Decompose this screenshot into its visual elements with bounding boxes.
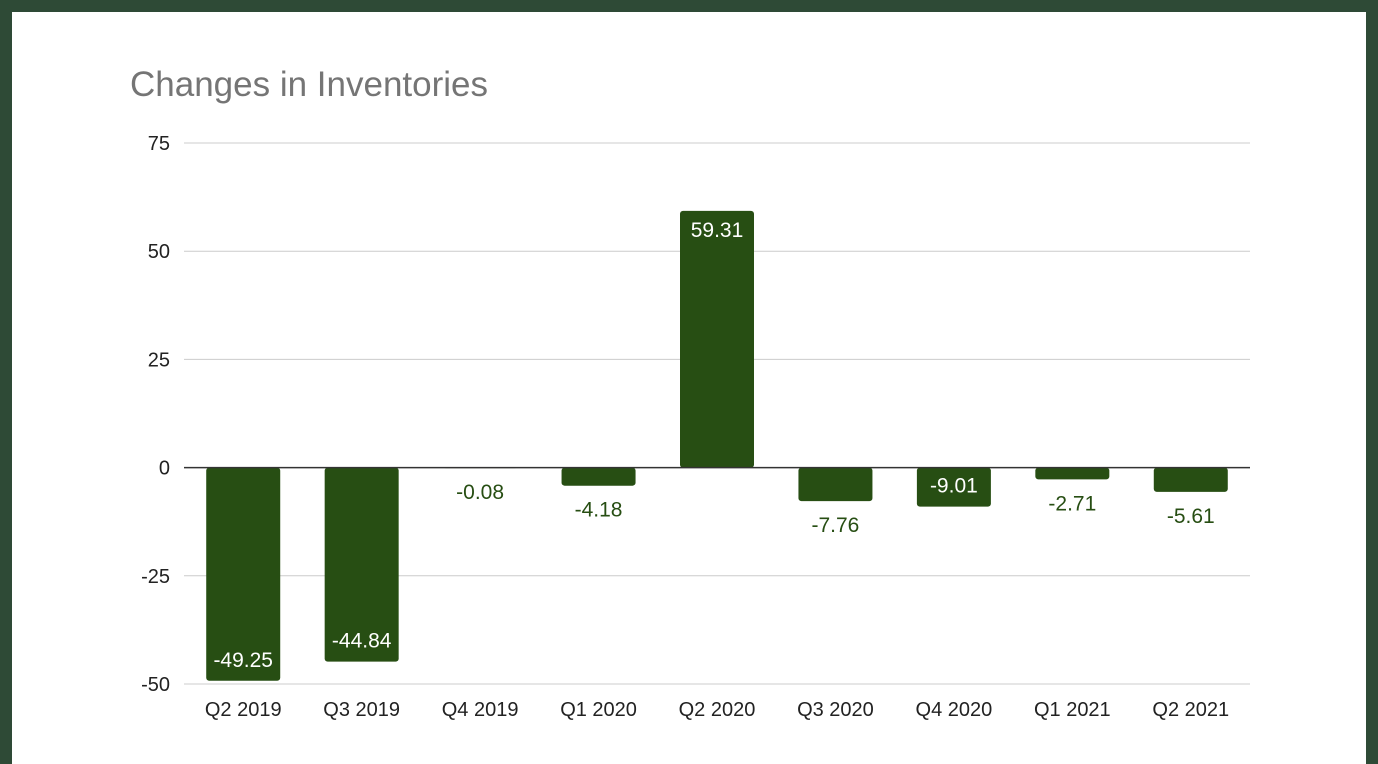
x-tick-label: Q2 2021: [1152, 699, 1229, 721]
data-label: -4.18: [575, 499, 623, 522]
y-axis-ticks: -50 -25 0 25 50 75: [141, 133, 170, 696]
x-axis-ticks: Q2 2019 Q3 2019 Q4 2019 Q1 2020 Q2 2020 Q3 20…: [205, 699, 1229, 721]
bar: [916, 467, 991, 507]
x-tick-label: Q2 2020: [679, 699, 756, 721]
bar: [206, 467, 281, 681]
data-labels: -49.25 -44.84 -0.08 -4.18 59.31 -7.76 -9.01 -2.…: [213, 219, 1214, 672]
x-tick-label: Q2 2019: [205, 699, 282, 721]
data-label: -44.84: [332, 630, 392, 653]
y-tick-label: 75: [148, 133, 170, 155]
x-tick-label: Q3 2019: [323, 699, 400, 721]
chart-frame: Changes in Inventories -50 -25 0 25 50 75 -49…: [12, 12, 1366, 764]
bar: [798, 467, 873, 502]
y-tick-label: 0: [159, 458, 170, 480]
data-label: 59.31: [691, 219, 744, 242]
y-tick-label: 50: [148, 241, 170, 263]
chart-title: Changes in Inventories: [130, 65, 488, 104]
bars: [206, 210, 1228, 681]
bar: [324, 467, 399, 662]
data-label: -9.01: [930, 475, 978, 498]
data-label: -49.25: [213, 649, 273, 672]
bar: [1035, 467, 1110, 480]
y-tick-label: -50: [141, 674, 170, 696]
data-label: -2.71: [1048, 492, 1096, 515]
data-label: -5.61: [1167, 505, 1215, 528]
y-tick-label: -25: [141, 566, 170, 588]
bar: [680, 210, 754, 468]
x-tick-label: Q1 2021: [1034, 699, 1111, 721]
data-label: -7.76: [812, 514, 860, 537]
x-tick-label: Q3 2020: [797, 699, 874, 721]
x-tick-label: Q4 2020: [916, 699, 993, 721]
data-label: -0.08: [456, 481, 504, 504]
x-tick-label: Q4 2019: [442, 699, 519, 721]
bar: [561, 467, 636, 486]
y-tick-label: 25: [148, 349, 170, 371]
bar-chart: Changes in Inventories -50 -25 0 25 50 75 -49…: [130, 65, 1250, 721]
bar: [1153, 467, 1228, 492]
x-tick-label: Q1 2020: [560, 699, 637, 721]
